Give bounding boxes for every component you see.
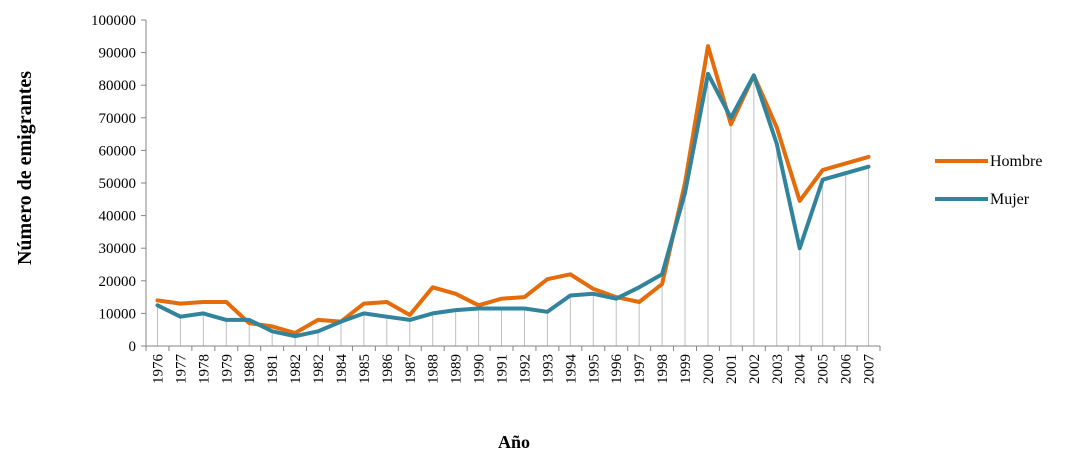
x-tick-label: 1985	[357, 354, 373, 384]
x-tick-label: 1991	[495, 354, 511, 384]
x-tick-label: 2007	[862, 354, 878, 385]
x-tick-label: 1976	[150, 354, 166, 385]
y-tick-labels: 0 10000 20000 30000 40000 50000 60000 70000 8000…	[91, 13, 136, 355]
y-axis-title: Número de emigrantes	[14, 71, 36, 265]
y-tick-label: 100000	[91, 13, 136, 29]
x-tick-label: 1996	[609, 354, 625, 385]
x-tick-label: 2000	[701, 354, 717, 384]
x-tick-label: 1987	[403, 354, 419, 385]
x-tick-label: 1995	[586, 354, 602, 384]
y-tick-label: 30000	[99, 241, 137, 257]
x-tick-label: 2006	[839, 354, 855, 385]
x-tick-label: 1979	[219, 354, 235, 384]
y-tick-label: 70000	[99, 111, 137, 127]
x-tick-label: 1982	[311, 354, 327, 384]
x-tick-label: 1994	[563, 354, 579, 385]
x-tick-label: 2005	[816, 354, 832, 384]
legend-label-mujer: Mujer	[990, 191, 1030, 208]
x-tick-labels: 1976 1977 1978 1979 1980 1981 1982 1982 1984 1985…	[150, 354, 877, 385]
y-tick-label: 80000	[99, 78, 137, 94]
x-tick-label: 1999	[678, 354, 694, 384]
x-tick-label: 1990	[472, 354, 488, 384]
x-tick-label: 2002	[747, 354, 763, 384]
x-tick-label: 1980	[242, 354, 258, 384]
x-axis-title: Año	[498, 432, 530, 452]
x-tick-label: 1977	[173, 354, 189, 385]
x-tick-label: 1989	[449, 354, 465, 384]
x-tick-label: 1984	[334, 354, 350, 385]
x-tick-label: 1986	[380, 354, 396, 385]
x-tick-label: 2003	[770, 354, 786, 384]
y-tick-label: 90000	[99, 46, 137, 62]
x-tick-label: 1988	[426, 354, 442, 384]
y-tick-label: 10000	[99, 306, 137, 322]
y-tick-label: 40000	[99, 209, 137, 225]
x-tick-label: 1982	[288, 354, 304, 384]
legend-label-hombre: Hombre	[990, 153, 1042, 170]
y-tick-label: 50000	[99, 176, 137, 192]
x-tick-label: 1978	[196, 354, 212, 384]
series-line-hombre	[158, 46, 869, 333]
y-tick-label: 60000	[99, 143, 137, 159]
drop-lines	[157, 74, 868, 346]
y-tick-label: 0	[129, 339, 137, 355]
axes	[141, 20, 880, 351]
x-tick-label: 1992	[517, 354, 533, 384]
y-tick-label: 20000	[99, 274, 137, 290]
x-tick-label: 1981	[265, 354, 281, 384]
x-tick-label: 1997	[632, 354, 648, 385]
x-tick-label: 2004	[793, 354, 809, 385]
x-tick-label: 1998	[655, 354, 671, 384]
series-lines	[158, 46, 869, 336]
x-tick-label: 1993	[540, 354, 556, 384]
legend: Hombre Mujer	[935, 153, 1042, 208]
x-tick-label: 2001	[724, 354, 740, 384]
